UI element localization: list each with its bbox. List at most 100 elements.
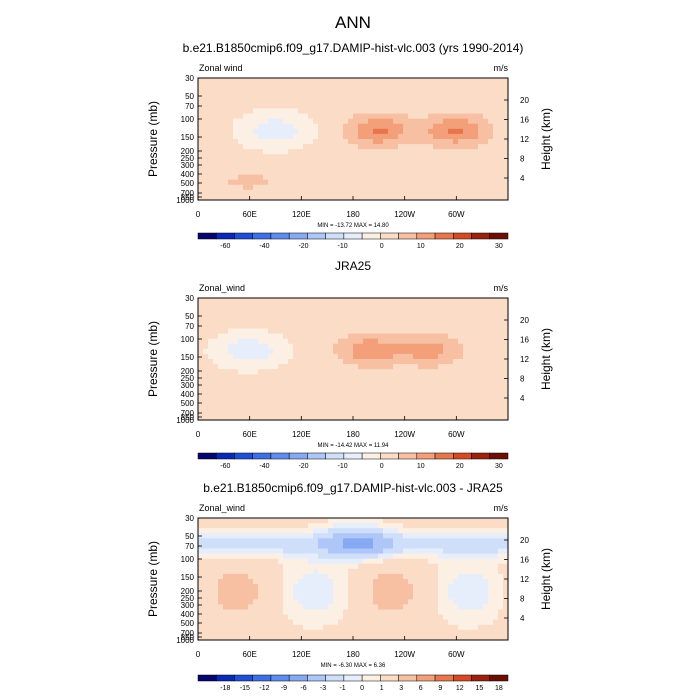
field-cell: [438, 343, 444, 350]
field-cell: [273, 174, 279, 181]
field-cell: [468, 384, 474, 391]
field-cell: [338, 78, 344, 84]
field-cell: [373, 528, 379, 534]
colorbar-segment: [398, 452, 418, 460]
field-cell: [408, 83, 414, 89]
field-cell: [383, 369, 389, 375]
field-cell: [288, 614, 294, 621]
field-cell: [223, 584, 229, 590]
field-cell: [428, 139, 434, 145]
field-cell: [438, 194, 444, 201]
field-cell: [498, 78, 504, 84]
field-cell: [403, 194, 409, 201]
field-cell: [398, 323, 404, 330]
field-cell: [423, 558, 429, 565]
field-cell: [403, 179, 409, 186]
field-cell: [313, 568, 319, 575]
field-cell: [363, 308, 369, 314]
field-cell: [243, 614, 249, 621]
field-cell: [208, 414, 214, 421]
field-cell: [318, 523, 324, 529]
field-cell: [338, 523, 344, 529]
field-cell: [468, 404, 474, 411]
field-cell: [388, 414, 394, 421]
field-cell: [343, 614, 349, 621]
field-cell: [483, 353, 489, 360]
field-cell: [363, 103, 369, 110]
field-cell: [383, 404, 389, 411]
field-cell: [268, 599, 274, 606]
field-cell: [253, 528, 259, 534]
field-cell: [353, 374, 359, 380]
field-cell: [378, 399, 384, 406]
field-cell: [478, 548, 484, 555]
field-cell: [268, 409, 274, 416]
field-cell: [248, 123, 254, 130]
field-cell: [198, 123, 204, 130]
field-cell: [503, 364, 509, 370]
field-cell: [453, 604, 459, 611]
field-cell: [408, 389, 414, 396]
field-cell: [378, 194, 384, 201]
field-cell: [323, 523, 329, 529]
field-cell: [463, 298, 469, 304]
field-cell: [213, 179, 219, 186]
field-cell: [223, 318, 229, 325]
field-cell: [413, 384, 419, 391]
field-cell: [378, 619, 384, 626]
field-cell: [213, 629, 219, 636]
field-cell: [253, 548, 259, 555]
field-cell: [423, 369, 429, 375]
field-cell: [293, 384, 299, 391]
y-tick-label: 200: [181, 367, 195, 376]
field-cell: [398, 553, 404, 560]
field-cell: [458, 379, 464, 386]
field-cell: [213, 174, 219, 181]
field-cell: [258, 609, 264, 616]
field-cell: [453, 128, 459, 135]
field-cell: [483, 103, 489, 110]
field-cell: [243, 548, 249, 555]
field-cell: [443, 384, 449, 391]
field-cell: [483, 414, 489, 421]
field-cell: [228, 179, 234, 186]
field-cell: [328, 533, 334, 539]
field-cell: [273, 113, 279, 120]
field-cell: [273, 139, 279, 145]
field-cell: [283, 88, 289, 94]
field-cell: [313, 359, 319, 365]
field-cell: [288, 128, 294, 135]
field-cell: [238, 78, 244, 84]
field-cell: [273, 414, 279, 421]
field-cell: [453, 573, 459, 580]
field-cell: [313, 528, 319, 534]
field-cell: [353, 144, 359, 150]
field-cell: [278, 139, 284, 145]
field-cell: [433, 624, 439, 631]
field-cell: [268, 169, 274, 176]
field-cell: [383, 609, 389, 616]
field-cell: [498, 609, 504, 616]
field-cell: [283, 594, 289, 600]
field-cell: [393, 88, 399, 94]
field-cell: [328, 184, 334, 191]
field-cell: [358, 369, 364, 375]
field-cell: [328, 518, 334, 524]
field-cell: [443, 298, 449, 304]
field-cell: [373, 348, 379, 355]
field-cell: [298, 568, 304, 575]
field-cell: [313, 93, 319, 99]
field-cell: [358, 348, 364, 355]
field-cell: [303, 333, 309, 340]
field-cell: [488, 108, 494, 115]
field-cell: [368, 563, 374, 570]
field-cell: [288, 108, 294, 115]
field-cell: [483, 159, 489, 166]
field-cell: [263, 348, 269, 355]
field-cell: [208, 543, 214, 550]
field-cell: [228, 573, 234, 580]
field-cell: [473, 103, 479, 110]
field-cell: [198, 414, 204, 421]
field-cell: [473, 128, 479, 135]
field-cell: [338, 154, 344, 160]
